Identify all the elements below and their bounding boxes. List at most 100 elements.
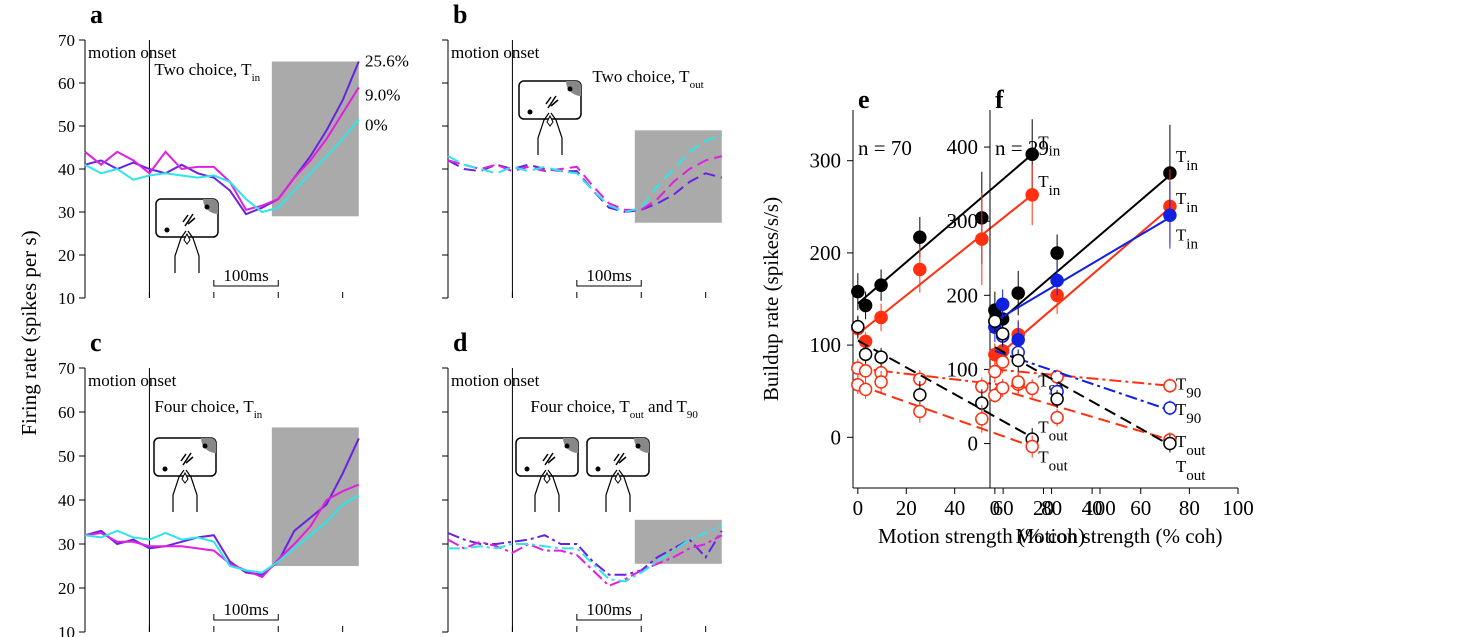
scale-bar-label: 100ms — [586, 600, 631, 619]
subscript: out — [690, 79, 704, 91]
text-part: T — [1176, 457, 1187, 476]
y-axis-label: Buildup rate (spikes/s/s) — [759, 197, 783, 401]
series-line — [84, 118, 360, 214]
subscript: in — [1186, 236, 1198, 252]
series-line — [84, 483, 360, 579]
response-window — [271, 427, 359, 566]
response-window — [634, 130, 722, 223]
series-label: T90 — [1176, 375, 1201, 402]
subscript: 90 — [1186, 386, 1201, 402]
x-axis-label: Motion strength (% coh) — [878, 524, 1085, 548]
series-label: Tout — [1038, 417, 1068, 444]
data-point — [913, 230, 927, 244]
panel-subtitle: Four choice, Tin — [154, 397, 262, 421]
x-axis-label: Motion strength (% coh) — [1015, 524, 1222, 548]
subscript: out — [1186, 468, 1206, 484]
series-label: T90 — [1176, 400, 1201, 427]
data-point — [1050, 273, 1064, 288]
y-tick-label: 200 — [947, 283, 979, 307]
series-label: 0% — [365, 116, 388, 135]
text-part: Four choice, T — [530, 397, 630, 416]
text-part: T — [1176, 189, 1187, 208]
x-tick-label: 0 — [990, 496, 1001, 520]
y-tick-label: 20 — [58, 246, 75, 265]
annotation: motion onset — [451, 371, 540, 390]
y-tick-label: 20 — [58, 579, 75, 598]
data-point — [1011, 286, 1025, 300]
fit-line — [857, 339, 1033, 439]
data-point — [995, 381, 1010, 395]
y-tick-label: 60 — [58, 74, 75, 93]
series-label: Tin — [1038, 132, 1061, 159]
y-tick-label: 50 — [58, 447, 75, 466]
data-point — [874, 278, 888, 292]
y-tick-label: 100 — [947, 357, 979, 381]
y-tick-label: 10 — [58, 623, 75, 637]
data-point — [858, 347, 873, 362]
series-line — [447, 530, 723, 576]
data-point — [913, 404, 927, 419]
scale-bar-label: 100ms — [586, 266, 631, 285]
series-label: Tout — [1176, 432, 1206, 459]
series-label: Tin — [1038, 172, 1061, 199]
series-label: Tin — [1176, 225, 1199, 252]
text-part: T — [1038, 132, 1049, 151]
subscript: in — [1049, 183, 1061, 199]
x-tick-label: 40 — [944, 496, 965, 520]
subscript: in — [254, 409, 263, 421]
text-part: Two choice, T — [154, 60, 252, 79]
panel-label: a — [90, 0, 103, 29]
data-point — [988, 314, 1002, 328]
scale-bar-label: 100ms — [223, 600, 268, 619]
response-window — [271, 61, 359, 217]
series-label: 25.6% — [365, 52, 409, 71]
panel-subtitle: Four choice, Tout and T90 — [530, 397, 698, 421]
fit-line — [994, 216, 1171, 323]
data-point — [1050, 410, 1064, 425]
data-point — [1025, 188, 1039, 202]
y-tick-label: 300 — [810, 149, 842, 173]
text-part: T — [1038, 448, 1049, 467]
data-point — [995, 327, 1010, 341]
annotation: motion onset — [88, 371, 177, 390]
panel-label: b — [453, 0, 467, 29]
annotation: n = 70 — [858, 136, 912, 160]
data-point — [858, 382, 873, 397]
series-line — [448, 525, 723, 583]
x-tick-label: 100 — [1084, 496, 1116, 520]
series-line — [447, 534, 723, 587]
fit-line — [857, 194, 1033, 335]
y-tick-label: 200 — [810, 241, 842, 265]
task-icon — [155, 198, 219, 274]
y-axis-label: Firing rate (spikes per s) — [17, 230, 41, 435]
task-icon — [586, 437, 650, 513]
text-part: T — [1176, 400, 1187, 419]
data-point — [874, 310, 888, 325]
data-point — [851, 284, 865, 299]
text-part: Two choice, T — [592, 67, 690, 86]
data-point — [975, 232, 989, 246]
data-point — [975, 412, 989, 426]
subscript: in — [1186, 158, 1198, 174]
data-point — [1011, 353, 1025, 368]
x-tick-label: 0 — [853, 496, 864, 520]
x-tick-label: 100 — [1222, 496, 1254, 520]
task-icon — [518, 80, 582, 156]
x-tick-label: 60 — [993, 496, 1014, 520]
y-tick-label: 70 — [58, 31, 75, 50]
y-tick-label: 40 — [58, 491, 75, 510]
panel-label: e — [858, 85, 870, 114]
annotation: n = 29 — [995, 136, 1049, 160]
series-label: 9.0% — [365, 85, 400, 104]
subscript: in — [252, 72, 261, 84]
data-point — [995, 297, 1010, 311]
panel-label: f — [995, 85, 1004, 114]
series-line — [84, 86, 360, 212]
x-tick-label: 20 — [1033, 496, 1054, 520]
series-label: Tin — [1176, 147, 1199, 174]
data-point — [1050, 392, 1064, 406]
subscript: out — [1049, 428, 1069, 444]
y-tick-label: 300 — [947, 209, 979, 233]
data-point — [858, 364, 873, 378]
